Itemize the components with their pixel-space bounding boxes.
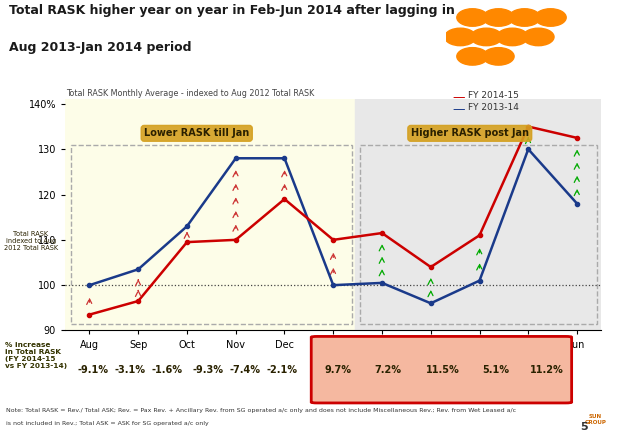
Circle shape (535, 9, 566, 26)
Text: Note: Total RASK = Rev./ Total ASK; Rev. = Pax Rev. + Ancillary Rev. from SG ope: Note: Total RASK = Rev./ Total ASK; Rev.… (6, 408, 516, 413)
Text: -2.1%: -2.1% (267, 365, 298, 375)
Text: 11.5%: 11.5% (427, 365, 460, 375)
Text: spicejet: spicejet (554, 37, 606, 50)
Text: —: — (453, 91, 465, 104)
Text: is not included in Rev.; Total ASK = ASK for SG operated a/c only: is not included in Rev.; Total ASK = ASK… (6, 421, 209, 426)
Bar (65, 99, 355, 330)
Text: FY 2014-15: FY 2014-15 (468, 91, 519, 100)
Text: 5: 5 (580, 422, 587, 432)
Text: Lower RASK till Jan: Lower RASK till Jan (144, 128, 249, 138)
Text: Total RASK higher year on year in Feb-Jun 2014 after lagging in: Total RASK higher year on year in Feb-Ju… (9, 4, 455, 17)
Bar (71, 145, 352, 324)
Circle shape (457, 48, 488, 65)
Text: Total RASK Monthly Average - indexed to Aug 2012 Total RASK: Total RASK Monthly Average - indexed to … (66, 89, 314, 98)
FancyBboxPatch shape (311, 337, 572, 403)
Text: Higher RASK post Jan: Higher RASK post Jan (411, 128, 529, 138)
Circle shape (483, 9, 514, 26)
Text: 9.7%: 9.7% (324, 365, 352, 375)
Text: -7.4%: -7.4% (229, 365, 260, 375)
Circle shape (523, 28, 554, 46)
Text: 11.2%: 11.2% (530, 365, 564, 375)
Text: -3.1%: -3.1% (115, 365, 146, 375)
Text: —: — (453, 103, 465, 116)
Text: SUN
GROUP: SUN GROUP (584, 414, 606, 425)
Text: Aug 2013-Jan 2014 period: Aug 2013-Jan 2014 period (9, 41, 192, 54)
Text: -1.6%: -1.6% (152, 365, 183, 375)
Bar (355, 99, 601, 330)
Text: -9.1%: -9.1% (78, 365, 108, 375)
Text: 5.1%: 5.1% (482, 365, 510, 375)
Circle shape (497, 28, 528, 46)
Text: FY 2013-14: FY 2013-14 (468, 103, 519, 112)
Circle shape (445, 28, 476, 46)
Circle shape (471, 28, 502, 46)
Circle shape (483, 48, 514, 65)
Text: % increase
in Total RASK
(FY 2014-15
vs FY 2013-14): % increase in Total RASK (FY 2014-15 vs … (5, 342, 67, 369)
Text: -9.3%: -9.3% (192, 365, 223, 375)
Circle shape (509, 9, 540, 26)
Text: 7.2%: 7.2% (374, 365, 401, 375)
Circle shape (457, 9, 488, 26)
Bar (360, 145, 596, 324)
Text: Total RASK
indexed to Aug
2012 Total RASK: Total RASK indexed to Aug 2012 Total RAS… (4, 231, 58, 251)
